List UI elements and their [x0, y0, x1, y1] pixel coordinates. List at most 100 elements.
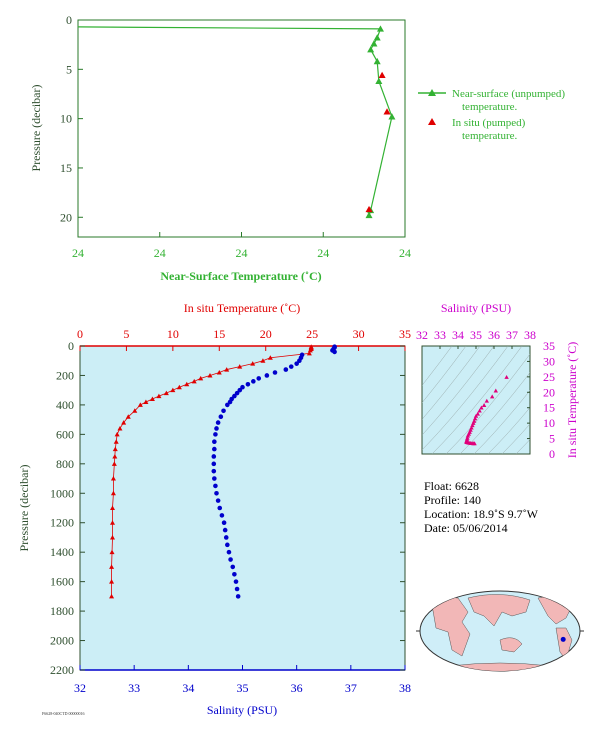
near-surface-point [367, 46, 375, 53]
salinity-point [232, 571, 237, 577]
map-asia [467, 594, 531, 627]
ts-point [493, 388, 498, 393]
near-surface-point [365, 211, 373, 219]
temperature-point [163, 390, 169, 396]
salinity-point [212, 446, 217, 452]
salinity-tick-label: 34 [182, 681, 194, 695]
legend-near-surface-line2: temperature. [462, 101, 518, 113]
salinity-point [212, 439, 217, 445]
legend-near-surface-line1: Near-surface (unpumped) [452, 88, 565, 100]
density-contour [422, 346, 453, 386]
temperature-tick-label: 5 [123, 327, 129, 341]
near-surface-y-tick-label: 10 [60, 112, 72, 126]
ts-point [490, 394, 495, 399]
salinity-point [256, 376, 262, 381]
density-contour [473, 390, 530, 454]
salinity-point [219, 513, 225, 518]
salinity-tick-label: 35 [237, 681, 249, 695]
temperature-point [121, 420, 127, 425]
insitu-point [365, 205, 373, 213]
ts-salinity-tick-label: 38 [524, 328, 536, 342]
ts-y-label: In situ Temperature (˚C) [565, 342, 579, 459]
temperature-point [306, 350, 312, 356]
ts-temperature-tick-label: 0 [549, 447, 555, 461]
insitu-point [378, 71, 386, 79]
salinity-point [264, 373, 270, 378]
near-surface-point [370, 40, 378, 47]
near-surface-point [373, 34, 381, 41]
ts-salinity-tick-label: 37 [506, 328, 518, 342]
salinity-point [211, 461, 217, 467]
float-id: Float: 6628 [424, 479, 479, 493]
salinity-point [223, 535, 229, 540]
near-surface-point [373, 57, 381, 65]
temperature-point [207, 372, 213, 378]
legend-near-surface-marker [428, 89, 436, 96]
temperature-point [156, 393, 162, 399]
footer-id: F6628-040CTD 00000016 [42, 711, 85, 716]
legend-insitu-line1: In situ (pumped) [452, 117, 526, 129]
salinity-point [235, 594, 241, 599]
temperature-tick-label: 0 [77, 327, 83, 341]
temperature-point [267, 355, 273, 360]
temperature-point [137, 402, 143, 407]
profile-number: Profile: 140 [424, 493, 481, 507]
ts-points [464, 374, 509, 446]
ts-point [484, 398, 489, 403]
salinity-point [214, 426, 219, 431]
salinity-point [213, 483, 218, 489]
temperature-point [109, 579, 115, 584]
temperature-point [109, 564, 115, 569]
temperature-tick-label: 20 [260, 327, 272, 341]
near-surface-y-tick-label: 0 [66, 13, 72, 27]
salinity-point [294, 361, 299, 366]
salinity-point [283, 367, 289, 372]
near-surface-x-tick-label: 24 [72, 246, 84, 260]
pressure-tick-label: 2200 [50, 663, 74, 677]
ts-temperature-tick-label: 35 [543, 339, 555, 353]
salinity-point [233, 579, 239, 584]
salinity-point [211, 468, 217, 474]
profile-temperature-label: In situ Temperature (˚C) [184, 301, 301, 315]
salinity-point [221, 520, 227, 526]
profile-date: Date: 05/06/2014 [424, 521, 508, 535]
density-contour [445, 353, 530, 454]
ts-point [504, 374, 509, 379]
salinity-tick-label: 37 [345, 681, 357, 695]
pressure-tick-label: 1800 [50, 604, 74, 618]
temperature-point [224, 367, 230, 372]
pressure-tick-label: 0 [68, 339, 74, 353]
legend-insitu-marker [428, 118, 436, 125]
salinity-tick-label: 33 [128, 681, 140, 695]
salinity-point [222, 527, 228, 533]
ts-point [472, 441, 477, 446]
density-contour [515, 439, 530, 454]
temperature-point [109, 549, 115, 555]
salinity-point [214, 490, 219, 496]
near-surface-x-tick-label: 24 [154, 246, 166, 260]
density-contour [422, 346, 509, 451]
salinity-point [225, 542, 230, 548]
temperature-point [113, 439, 119, 444]
temperature-point [260, 358, 266, 363]
salinity-point [234, 586, 240, 592]
ts-salinity-tick-label: 32 [416, 328, 428, 342]
salinity-point [228, 557, 233, 562]
legend-near-surface-label: Near-surface (unpumped) temperature. [452, 88, 568, 113]
salinity-tick-label: 32 [74, 681, 86, 695]
pressure-tick-label: 1000 [50, 486, 74, 500]
ts-temperature-tick-label: 10 [543, 416, 555, 430]
pressure-tick-label: 200 [56, 368, 74, 382]
near-surface-x-axis: 24 24 24 24 24 [72, 232, 411, 260]
salinity-point [240, 384, 245, 390]
salinity-tick-label: 36 [291, 681, 303, 695]
salinity-point [213, 432, 218, 437]
salinity-point [245, 381, 251, 387]
density-contour [422, 346, 495, 436]
density-contour [422, 346, 467, 404]
density-contour [487, 407, 530, 454]
world-map [416, 590, 584, 672]
salinity-point [212, 476, 217, 481]
salinity-point [211, 454, 217, 459]
ts-salinity-tick-label: 36 [488, 328, 500, 342]
